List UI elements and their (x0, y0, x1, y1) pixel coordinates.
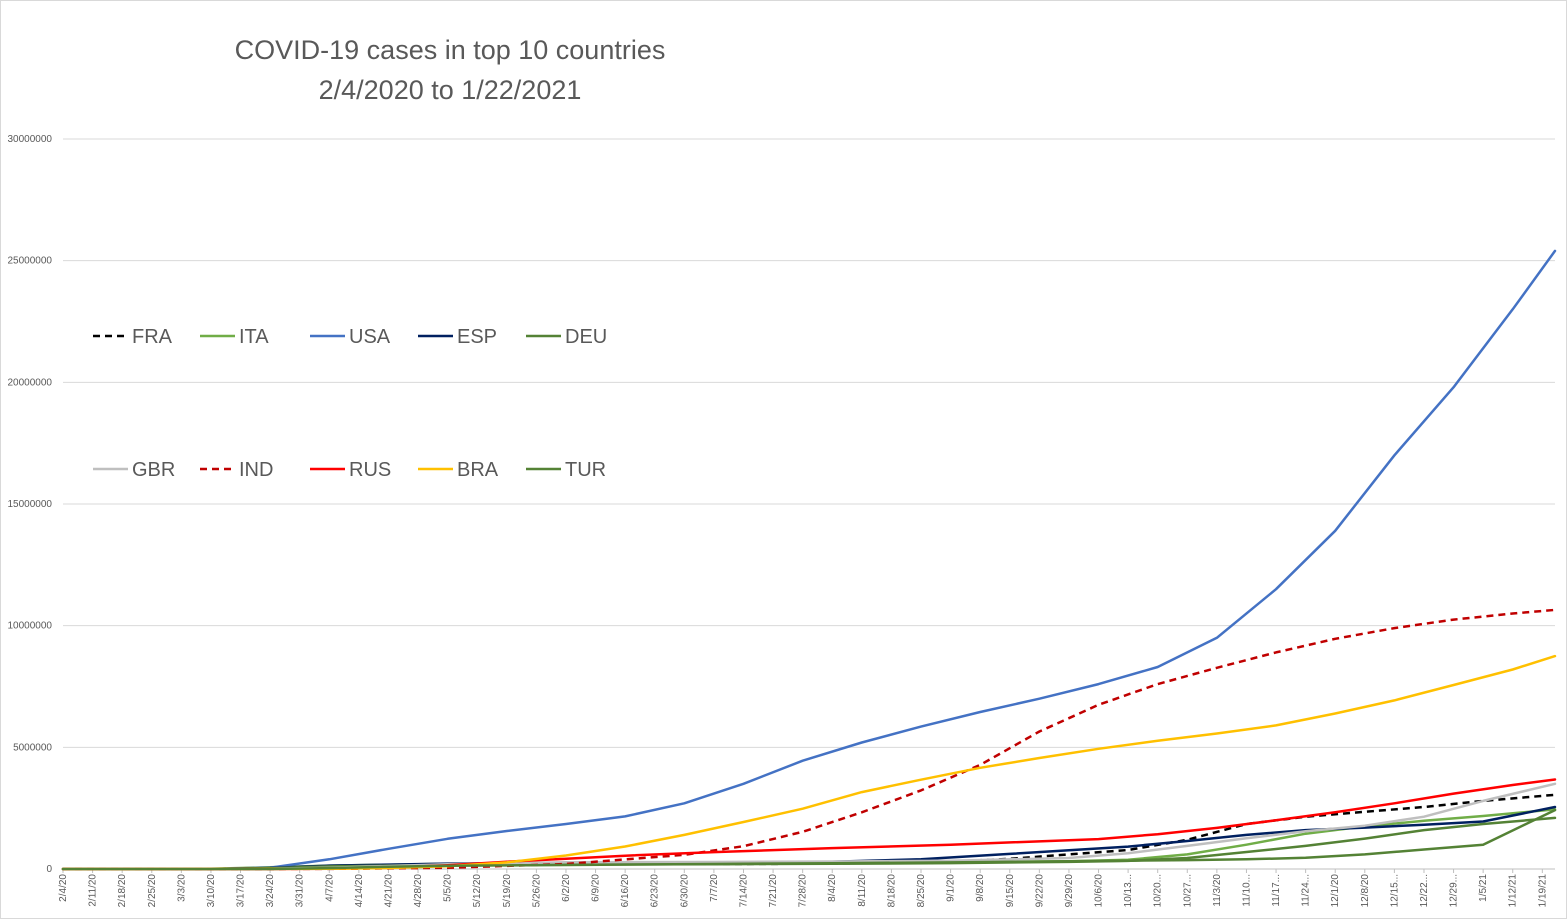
x-tick-label: 6/30/20 (679, 874, 690, 908)
x-tick-label: 1/5/21 (1478, 874, 1489, 902)
x-tick-label: 10/6/20 (1094, 874, 1105, 908)
x-tick-label: 7/14/20 (738, 874, 749, 908)
x-tick-label: 11/3/20 (1212, 874, 1223, 907)
x-tick-label: 3/24/20 (265, 874, 276, 908)
x-tick-label: 6/2/20 (561, 874, 572, 902)
x-tick-label: 5/12/20 (472, 874, 483, 908)
legend-label-rus: RUS (349, 459, 391, 481)
x-tick-label: 8/25/20 (916, 874, 927, 908)
legend: FRA ITA USA ESP DEU GBR IND RUS BRA TUR (93, 326, 607, 481)
x-tick-label: 12/15... (1389, 874, 1400, 907)
x-tick-label: 9/1/20 (946, 874, 957, 902)
legend-label-gbr: GBR (132, 459, 175, 481)
x-tick-label: 5/19/20 (502, 874, 513, 908)
legend-label-bra: BRA (457, 459, 499, 481)
x-tick-label: 1/12/21 (1508, 874, 1519, 908)
x-tick-label: 12/1/20 (1330, 874, 1341, 908)
x-tick-label: 12/22... (1419, 874, 1430, 907)
x-tick-label: 6/9/20 (591, 874, 602, 902)
y-tick-label: 20000000 (8, 377, 53, 388)
gridlines (63, 138, 1555, 870)
x-tick-label: 2/11/20 (88, 874, 99, 907)
y-tick-label: 10000000 (8, 621, 53, 632)
x-tick-label: 6/23/20 (650, 874, 661, 908)
x-tick-label: 7/7/20 (709, 874, 720, 902)
x-tick-label: 8/11/20 (857, 874, 868, 907)
x-tick-label: 8/4/20 (827, 874, 838, 902)
series-line-bra (61, 654, 1557, 871)
x-tick-label: 11/17... (1271, 874, 1282, 907)
x-tick-label: 8/18/20 (886, 874, 897, 908)
x-tick-label: 12/29... (1449, 874, 1460, 907)
series-line-esp (61, 805, 1557, 871)
x-tick-label: 9/29/20 (1064, 874, 1075, 908)
x-tick-label: 12/8/20 (1360, 874, 1371, 908)
x-tick-label: 7/21/20 (768, 874, 779, 908)
x-tick-label: 3/31/20 (295, 874, 306, 908)
x-tick-label: 4/28/20 (413, 874, 424, 908)
x-tick-label: 9/15/20 (1005, 874, 1016, 908)
legend-label-esp: ESP (457, 326, 497, 348)
x-tick-label: 11/10... (1241, 874, 1252, 907)
series-line-ita (61, 808, 1557, 871)
x-tick-label: 3/17/20 (236, 874, 247, 908)
y-axis: 0 5000000 10000000 15000000 20000000 25000000… (8, 134, 53, 875)
x-tick-label: 4/7/20 (324, 874, 335, 902)
y-tick-label: 25000000 (8, 256, 53, 267)
chart-subtitle: 2/4/2020 to 1/22/2021 (318, 75, 582, 105)
series-line-tur (61, 808, 1557, 871)
plot-series (61, 249, 1557, 871)
legend-label-tur: TUR (565, 459, 606, 481)
x-tick-label: 2/4/20 (58, 874, 69, 902)
x-tick-label: 3/3/20 (176, 874, 187, 902)
x-tick-label: 5/26/20 (531, 874, 542, 908)
legend-label-deu: DEU (565, 326, 607, 348)
x-tick-label: 11/24... (1301, 874, 1312, 907)
legend-label-ind: IND (239, 459, 273, 481)
chart-title: COVID-19 cases in top 10 countries (234, 35, 666, 65)
x-tick-label: 10/20... (1153, 874, 1164, 907)
x-tick-label: 10/13... (1123, 874, 1134, 907)
series-line-usa (61, 249, 1557, 871)
legend-label-ita: ITA (239, 326, 269, 348)
legend-label-usa: USA (349, 326, 391, 348)
y-tick-label: 15000000 (8, 499, 53, 510)
legend-label-fra: FRA (132, 326, 173, 348)
x-tick-label: 5/5/20 (443, 874, 454, 902)
x-tick-label: 9/8/20 (975, 874, 986, 902)
x-tick-label: 10/27... (1182, 874, 1193, 907)
y-tick-label: 30000000 (8, 134, 53, 145)
x-tick-label: 1/19/21 (1537, 874, 1548, 908)
y-tick-label: 0 (46, 864, 52, 875)
x-tick-label: 4/21/20 (383, 874, 394, 908)
x-axis: 2/4/20 2/11/20 2/18/20 2/25/20 3/3/20 3/10/20… (58, 869, 1548, 907)
x-tick-label: 9/22/20 (1034, 874, 1045, 908)
x-tick-label: 2/25/20 (147, 874, 158, 908)
x-tick-label: 7/28/20 (798, 874, 809, 908)
y-tick-label: 5000000 (13, 742, 52, 753)
x-tick-label: 4/14/20 (354, 874, 365, 908)
x-tick-label: 6/16/20 (620, 874, 631, 908)
x-tick-label: 2/18/20 (117, 874, 128, 908)
x-tick-label: 3/10/20 (206, 874, 217, 908)
